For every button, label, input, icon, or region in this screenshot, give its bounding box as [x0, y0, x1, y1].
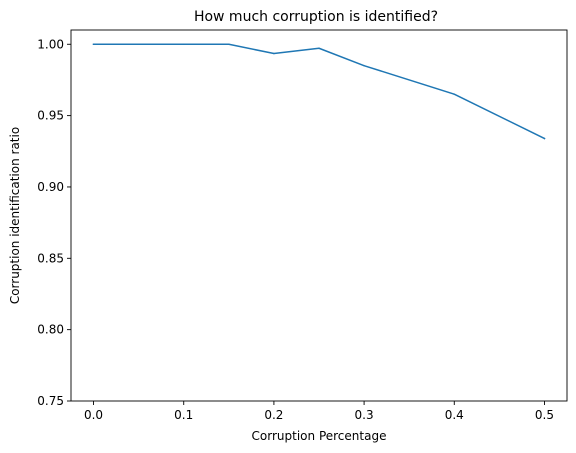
y-tick-label: 1.00 [37, 37, 64, 51]
data-point [453, 93, 456, 95]
y-tick-label: 0.85 [37, 251, 64, 265]
x-axis-ticks: 0.0 0.1 0.2 0.3 0.4 0.5 [84, 401, 554, 422]
data-point [182, 43, 185, 46]
data-point [92, 43, 95, 46]
x-tick-label: 0.2 [264, 408, 283, 422]
plot-frame [70, 29, 568, 402]
y-tick-label: 0.80 [37, 323, 64, 337]
data-point [543, 137, 546, 140]
x-tick-label: 0.5 [535, 408, 554, 422]
data-point [137, 43, 140, 46]
chart-title: How much corruption is identified? [194, 9, 438, 25]
series-layer [92, 43, 546, 140]
x-tick-label: 0.0 [84, 408, 103, 422]
x-axis-label: Corruption Percentage [252, 429, 387, 443]
y-axis-label: Corruption identification ratio [8, 127, 22, 304]
data-point [363, 64, 365, 67]
x-tick-label: 0.3 [355, 408, 374, 422]
data-point [273, 52, 275, 55]
x-tick-label: 0.4 [445, 408, 464, 422]
y-tick-label: 0.90 [37, 180, 64, 194]
y-tick-label: 0.95 [37, 109, 64, 123]
data-point [318, 47, 320, 50]
x-tick-label: 0.1 [174, 408, 193, 422]
data-point [228, 43, 230, 46]
y-axis-ticks: 0.75 0.80 0.85 0.90 0.95 1.00 [37, 37, 71, 408]
y-tick-label: 0.75 [37, 394, 64, 408]
plot-area [71, 30, 567, 401]
